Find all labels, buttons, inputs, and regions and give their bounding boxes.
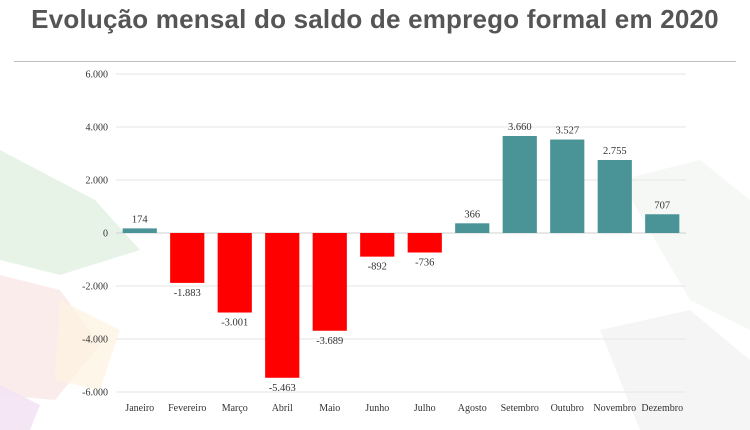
bar xyxy=(407,233,442,253)
bar xyxy=(312,233,347,331)
x-tick-label: Setembro xyxy=(501,403,539,414)
bar xyxy=(122,228,157,233)
data-label: 3.660 xyxy=(508,122,532,133)
bar xyxy=(550,139,585,233)
y-tick-label: -6.000 xyxy=(82,388,108,399)
x-axis: Janeiro Fevereiro Março Abril Maio Junho Julho… xyxy=(125,403,683,414)
data-label: -1.883 xyxy=(174,288,201,299)
data-label: -3.689 xyxy=(316,336,343,347)
title-divider xyxy=(14,61,736,62)
x-tick-label: Dezembro xyxy=(641,403,683,414)
bar xyxy=(455,223,490,233)
x-tick-label: Junho xyxy=(365,403,389,414)
y-tick-label: -4.000 xyxy=(82,335,108,346)
value-labels: 174 -1.883 -3.001 -5.463 -3.689 -892 -736 366 3.… xyxy=(132,122,670,394)
bar xyxy=(170,233,205,283)
bar xyxy=(360,233,395,257)
x-tick-label: Janeiro xyxy=(125,403,154,414)
data-label: -736 xyxy=(415,258,434,269)
data-label: -5.463 xyxy=(269,383,296,394)
y-tick-label: 0 xyxy=(103,229,108,240)
bar xyxy=(217,233,252,313)
grid-lines xyxy=(116,73,686,393)
y-axis: 6.000 4.000 2.000 0 -2.000 -4.000 -6.000 xyxy=(82,70,108,399)
x-tick-label: Outubro xyxy=(551,403,584,414)
x-tick-label: Abril xyxy=(272,403,293,414)
y-tick-label: 2.000 xyxy=(86,176,109,187)
bar xyxy=(265,233,300,378)
data-label: -892 xyxy=(368,262,387,273)
bar xyxy=(502,136,537,233)
x-tick-label: Fevereiro xyxy=(168,403,206,414)
bars xyxy=(122,136,680,378)
x-tick-label: Julho xyxy=(414,403,436,414)
data-label: 3.527 xyxy=(555,126,579,137)
x-tick-label: Março xyxy=(222,403,248,414)
y-tick-label: 4.000 xyxy=(86,123,109,134)
data-label: 2.755 xyxy=(603,146,627,157)
data-label: 174 xyxy=(132,214,149,225)
bar xyxy=(645,214,680,233)
x-tick-label: Agosto xyxy=(458,403,487,414)
x-tick-label: Maio xyxy=(319,403,340,414)
x-tick-label: Novembro xyxy=(593,403,636,414)
y-tick-label: 6.000 xyxy=(86,70,109,81)
data-label: -3.001 xyxy=(221,318,248,329)
data-label: 707 xyxy=(654,200,670,211)
data-label: 366 xyxy=(464,209,480,220)
bar xyxy=(597,159,632,233)
y-tick-label: -2.000 xyxy=(82,282,108,293)
page-title: Evolução mensal do saldo de emprego form… xyxy=(31,4,719,34)
